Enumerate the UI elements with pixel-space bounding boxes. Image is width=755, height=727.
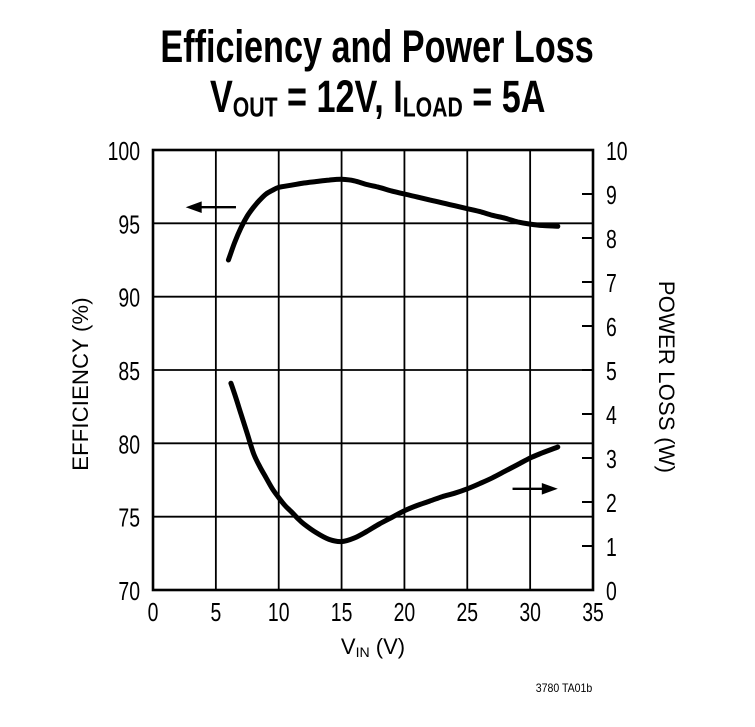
chart-subtitle-text: VOUT = 12V, ILOAD = 5A — [210, 72, 546, 132]
plain-text: = 12V, I — [277, 71, 403, 122]
chart-title-text: Efficiency and Power Loss — [160, 21, 595, 72]
plot-border — [151, 148, 595, 592]
y-left-tick-label: 70 — [118, 576, 140, 606]
subscript-text: IN — [355, 643, 370, 660]
y-right-tick-label: 5 — [606, 356, 617, 386]
right-axis-title: POWER LOSS (W) — [654, 280, 679, 474]
y-right-tick-label: 3 — [606, 444, 617, 474]
chart-title: Efficiency and Power Loss — [0, 22, 755, 72]
plain-text: = 5A — [462, 71, 546, 122]
x-tick-label: 20 — [394, 597, 416, 627]
power-loss-curve — [228, 380, 561, 545]
x-tick-label: 5 — [210, 597, 221, 627]
y-right-tick-label: 0 — [606, 576, 617, 606]
x-tick-label: 35 — [582, 597, 604, 627]
x-axis-title-text: VIN (V) — [340, 634, 406, 660]
plain-text: V — [209, 71, 233, 122]
x-tick-label: 10 — [268, 597, 290, 627]
figure-footnote: 3780 TA01b — [535, 681, 592, 695]
y-left-tick-label: 100 — [108, 136, 140, 166]
y-right-tick-label: 10 — [606, 136, 628, 166]
x-axis-title: VIN (V) — [153, 634, 593, 660]
plain-text: (V) — [369, 634, 406, 659]
y-right-tick-label: 7 — [606, 268, 617, 298]
plain-text: V — [340, 634, 356, 659]
chart-subtitle: VOUT = 12V, ILOAD = 5A — [0, 72, 755, 132]
y-right-tick-label: 6 — [606, 312, 617, 342]
y-right-tick-label: 1 — [606, 532, 617, 562]
left-axis-title: EFFICIENCY (%) — [68, 297, 93, 471]
y-right-tick-label: 2 — [606, 488, 617, 518]
x-tick-label: 15 — [331, 597, 353, 627]
subscript-text: LOAD — [402, 91, 463, 123]
y-right-tick-label: 9 — [606, 180, 617, 210]
x-tick-label: 0 — [148, 597, 159, 627]
y-left-tick-label: 75 — [118, 503, 140, 533]
y-left-tick-label: 80 — [118, 429, 140, 459]
arrow-left-icon-head — [185, 201, 202, 213]
subscript-text: OUT — [232, 91, 278, 123]
y-left-tick-label: 90 — [118, 283, 140, 313]
y-right-tick-label: 8 — [606, 224, 617, 254]
arrow-right-icon-head — [541, 483, 558, 495]
efficiency-curve — [225, 176, 561, 263]
x-tick-label: 25 — [456, 597, 478, 627]
chart-header: Efficiency and Power Loss VOUT = 12V, IL… — [0, 22, 755, 132]
y-left-tick-label: 85 — [118, 356, 140, 386]
y-right-tick-label: 4 — [606, 400, 617, 430]
y-left-tick-label: 95 — [118, 209, 140, 239]
x-tick-label: 30 — [519, 597, 541, 627]
